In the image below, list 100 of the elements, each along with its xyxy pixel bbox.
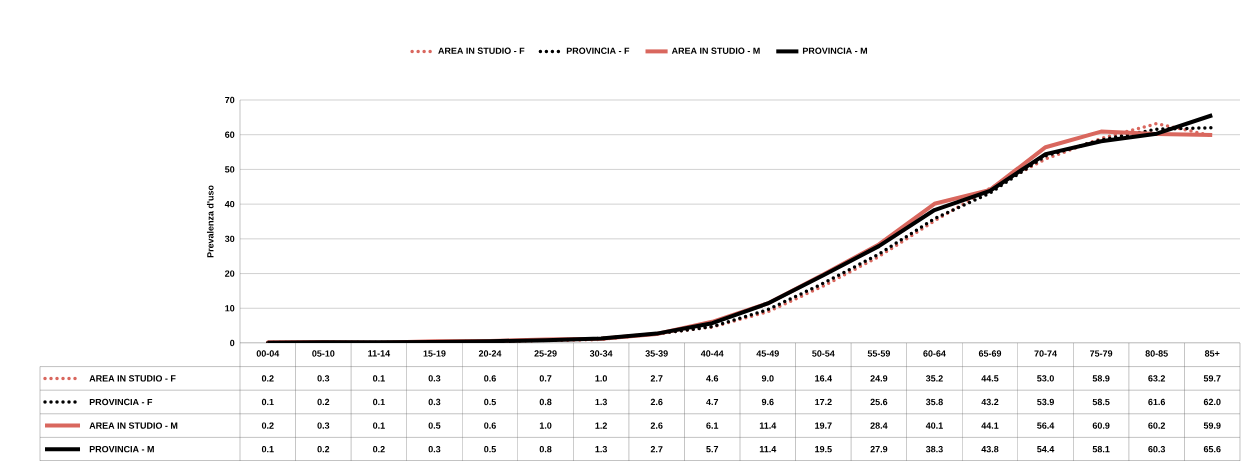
data-label: 59.7 xyxy=(1203,375,1221,382)
data-label: 4.7 xyxy=(706,398,719,406)
data-label: 2.7 xyxy=(650,446,663,453)
data-label: 0.8 xyxy=(539,446,552,453)
data-label: 0.1 xyxy=(373,375,385,382)
data-label: 0.5 xyxy=(428,422,441,429)
y-tick-label: 70 xyxy=(225,96,235,104)
data-label: 0.3 xyxy=(428,446,441,453)
x-tick-label: 40-44 xyxy=(700,350,724,357)
data-label: 0.5 xyxy=(484,398,496,406)
data-label: 35.8 xyxy=(925,398,943,406)
data-label: 0.3 xyxy=(317,375,330,382)
x-tick-label: 30-34 xyxy=(589,350,613,357)
x-tick-label: 05-10 xyxy=(312,350,335,357)
x-tick-label: 70-74 xyxy=(1034,350,1057,357)
data-label: 0.6 xyxy=(484,375,496,382)
x-tick-label: 45-49 xyxy=(756,350,779,357)
legend-label: PROVINCIA - M xyxy=(802,47,868,54)
data-label: 4.6 xyxy=(706,375,719,382)
data-label: 0.2 xyxy=(317,398,330,406)
data-label: 60.9 xyxy=(1092,422,1110,429)
data-label: 58.9 xyxy=(1092,375,1110,382)
x-tick-label: 25-29 xyxy=(534,350,557,357)
data-label: 54.4 xyxy=(1037,446,1055,453)
data-label: 59.9 xyxy=(1203,422,1221,429)
data-label: 43.8 xyxy=(981,446,999,453)
y-tick-label: 40 xyxy=(224,200,235,208)
data-label: 53.9 xyxy=(1037,398,1054,406)
data-label: 19.5 xyxy=(815,446,832,453)
data-label: 1.3 xyxy=(595,398,608,406)
data-label: 40.1 xyxy=(925,422,943,429)
data-label: 28.4 xyxy=(870,422,888,429)
data-label: 17.2 xyxy=(815,398,832,406)
data-label: 38.3 xyxy=(925,446,943,453)
data-label: 5.7 xyxy=(706,446,719,453)
data-label: 1.0 xyxy=(595,375,607,382)
x-tick-label: 65-69 xyxy=(978,350,1002,357)
data-label: 1.2 xyxy=(595,422,607,429)
data-label: 0.2 xyxy=(317,446,330,453)
data-label: 6.1 xyxy=(706,422,719,429)
data-label: 0.5 xyxy=(484,446,496,453)
legend-label: AREA IN STUDIO - F xyxy=(438,47,525,54)
data-label: 44.1 xyxy=(981,422,999,429)
y-tick-label: 20 xyxy=(225,270,235,277)
y-tick-label: 0 xyxy=(230,339,235,347)
x-tick-label: 60-64 xyxy=(923,350,946,357)
data-label: 0.1 xyxy=(261,398,274,406)
legend-label: AREA IN STUDIO - M xyxy=(671,47,760,54)
x-tick-label: 15-19 xyxy=(423,350,446,357)
data-label: 27.9 xyxy=(870,446,888,453)
data-label: 9.0 xyxy=(761,375,774,382)
data-label: 35.2 xyxy=(925,375,943,382)
data-label: 11.4 xyxy=(759,446,777,453)
data-label: 2.7 xyxy=(650,375,663,382)
data-label: 11.4 xyxy=(759,422,777,429)
data-label: 0.1 xyxy=(261,446,274,453)
data-label: 19.7 xyxy=(815,422,832,429)
text: PROVINCIA - F xyxy=(89,398,153,406)
data-label: 1.0 xyxy=(539,422,552,429)
data-label: 0.1 xyxy=(373,398,385,406)
data-label: 0.2 xyxy=(261,422,274,429)
x-tick-label: 55-59 xyxy=(867,350,891,357)
y-tick-label: 50 xyxy=(225,166,235,173)
data-label: 0.3 xyxy=(428,375,441,382)
data-label: 2.6 xyxy=(650,422,663,429)
x-tick-label: 85+ xyxy=(1204,350,1220,357)
data-label: 53.0 xyxy=(1037,375,1054,382)
data-label: 0.7 xyxy=(539,375,552,382)
data-label: 2.6 xyxy=(650,398,663,406)
data-label: 58.5 xyxy=(1092,398,1110,406)
data-label: 58.1 xyxy=(1092,446,1110,453)
x-tick-label: 50-54 xyxy=(812,350,835,357)
y-tick-label: 60 xyxy=(225,131,235,138)
data-label: 0.3 xyxy=(428,398,441,406)
x-tick-label: 80-85 xyxy=(1145,350,1168,357)
text: AREA IN STUDIO - M xyxy=(89,422,178,429)
data-label: 0.2 xyxy=(261,375,274,382)
data-label: 24.9 xyxy=(870,375,888,382)
data-label: 62.0 xyxy=(1203,398,1221,406)
text: AREA IN STUDIO - F xyxy=(89,375,176,382)
data-label: 61.6 xyxy=(1148,398,1166,406)
data-label: 65.6 xyxy=(1203,446,1221,453)
data-label: 63.2 xyxy=(1148,375,1166,382)
data-label: 43.2 xyxy=(981,398,999,406)
y-tick-label: 30 xyxy=(224,235,235,243)
data-label: 25.6 xyxy=(870,398,888,406)
x-tick-label: 11-14 xyxy=(368,350,391,357)
data-label: 44.5 xyxy=(981,375,999,382)
y-tick-label: 10 xyxy=(225,305,235,312)
x-tick-label: 00-04 xyxy=(256,350,280,357)
x-tick-label: 35-39 xyxy=(645,350,668,357)
text: PROVINCIA - M xyxy=(89,446,154,453)
data-label: 16.4 xyxy=(815,375,833,382)
data-label: 56.4 xyxy=(1037,422,1055,429)
data-label: 0.2 xyxy=(373,446,385,453)
x-tick-label: 20-24 xyxy=(478,350,502,357)
data-label: 0.3 xyxy=(317,422,330,429)
data-label: 1.3 xyxy=(595,446,608,453)
data-label: 0.8 xyxy=(539,398,552,406)
data-label: 0.6 xyxy=(484,422,496,429)
